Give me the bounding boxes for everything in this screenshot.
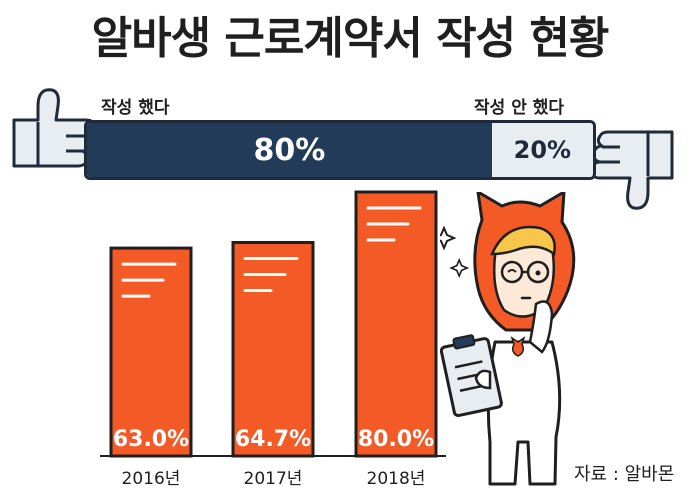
bar-2	[354, 190, 438, 458]
no-contract-value: 20%	[513, 136, 572, 164]
thumbs-down-icon	[590, 130, 674, 210]
contract-split-bar: 80% 20%	[84, 120, 596, 180]
yearly-bar-chart: 63.0% 2016년 64.7% 2017년 80.0% 2018년	[100, 190, 446, 489]
wrote-contract-value: 80%	[253, 132, 326, 168]
bar-value-label: 80.0%	[358, 427, 434, 452]
page-title: 알바생 근로계약서 작성 현황	[91, 13, 610, 64]
source-note: 자료 : 알바몬	[574, 464, 675, 485]
category-label: 2017년	[244, 469, 303, 489]
bar-value-label: 63.0%	[113, 427, 189, 452]
category-label: 2018년	[367, 469, 426, 489]
bar-1	[231, 240, 315, 458]
no-contract-label: 작성 안 했다	[474, 98, 565, 118]
category-label: 2016년	[122, 469, 181, 489]
mascot-illustration	[440, 192, 576, 486]
no-contract-segment: 20%	[491, 123, 593, 177]
wrote-contract-segment: 80%	[87, 123, 492, 177]
bar-0	[109, 246, 193, 458]
bar-value-label: 64.7%	[235, 427, 311, 452]
wrote-contract-label: 작성 했다	[101, 98, 170, 118]
